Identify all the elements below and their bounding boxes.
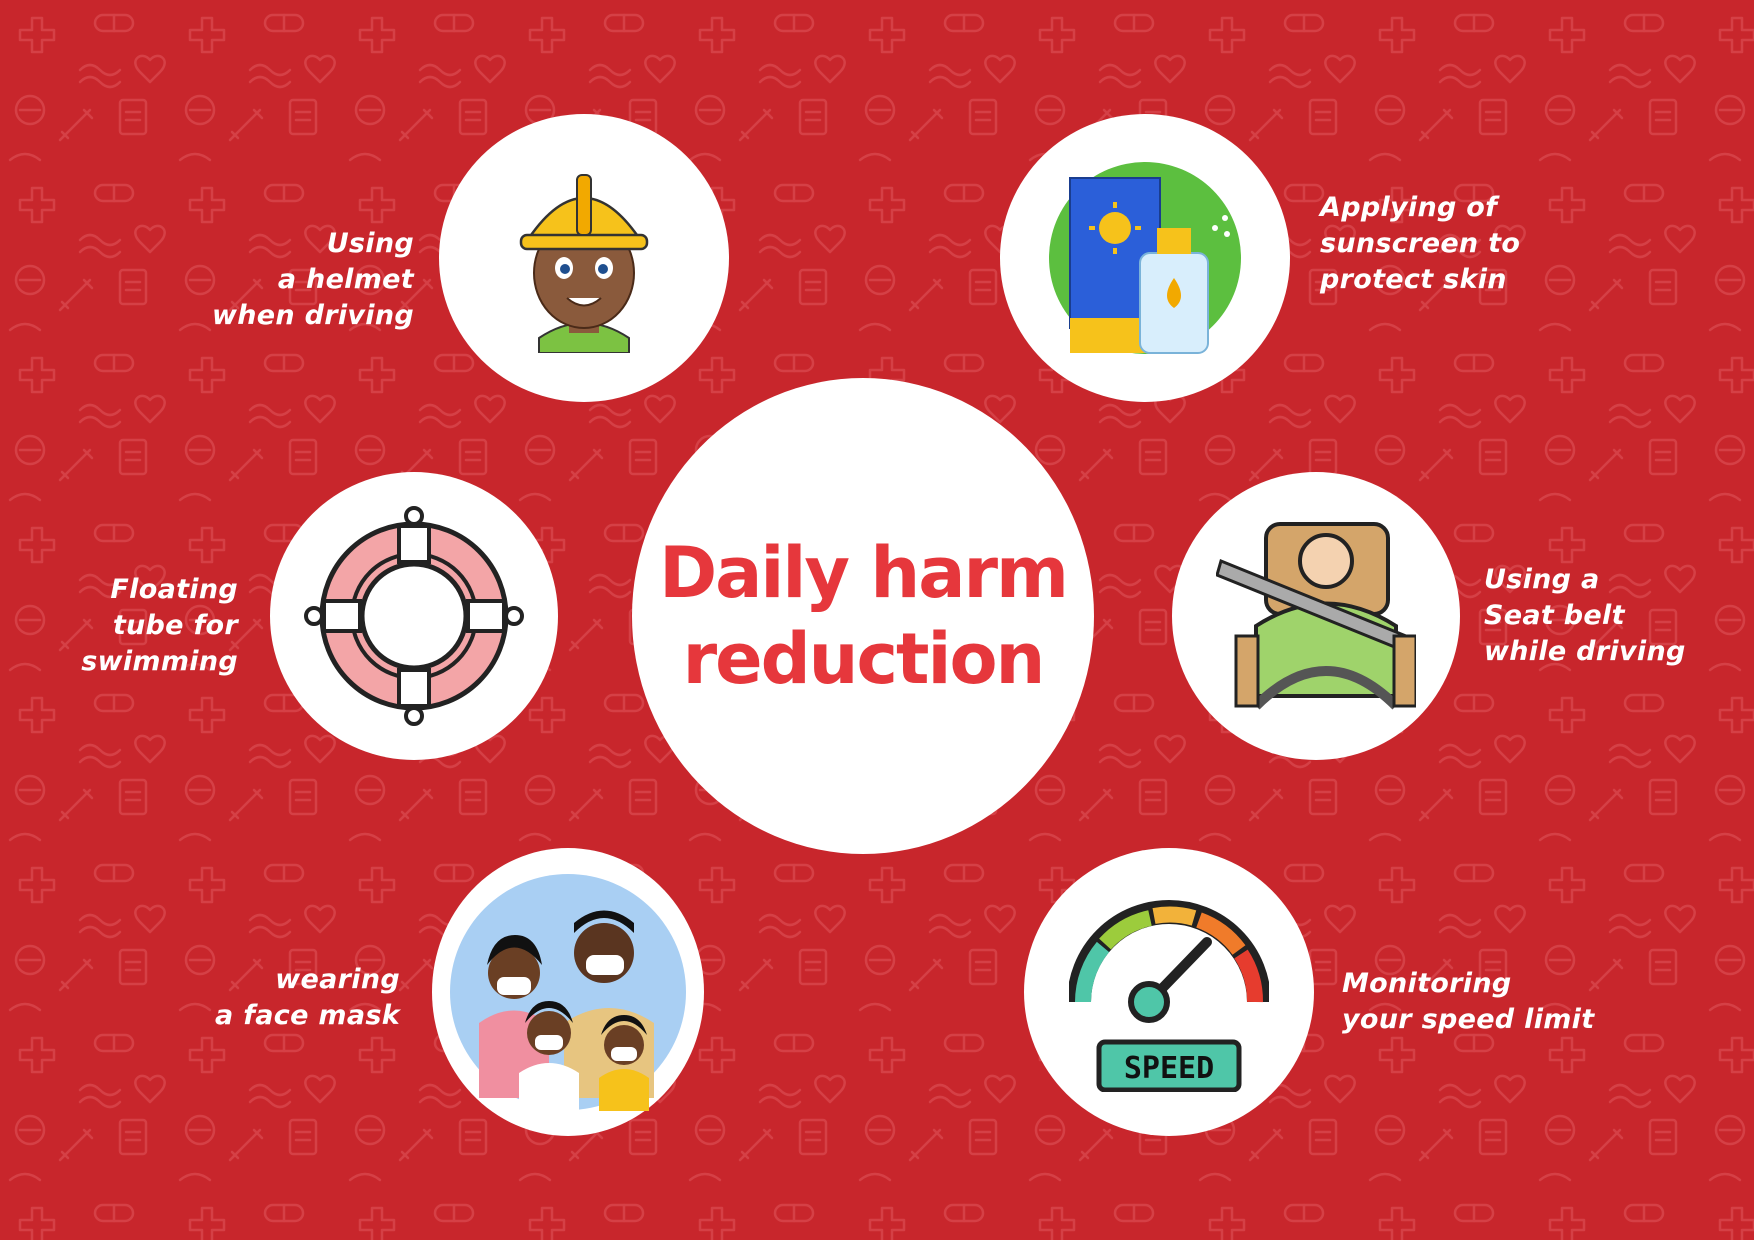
sunscreen-circle [1000, 114, 1290, 402]
speedometer-label-line: Monitoring [1342, 968, 1512, 999]
seat-belt-label-line: Using a [1484, 564, 1600, 595]
seat-belt-circle [1172, 472, 1460, 760]
lifebuoy-label-line: tube for [112, 610, 238, 641]
helmet-label-line: Using [326, 228, 414, 259]
sunscreen-label-line: Applying of [1320, 192, 1498, 223]
face-mask-circle [432, 848, 704, 1136]
sunscreen-icon [1049, 162, 1241, 354]
lifebuoy-label-line: swimming [81, 646, 238, 677]
helmet-worker-icon [519, 174, 649, 353]
helmet-label-line: a helmet [277, 264, 414, 295]
lifebuoy-icon [304, 506, 524, 726]
speedometer-circle: SPEED [1024, 848, 1314, 1136]
helmet-label-line: when driving [212, 300, 414, 331]
seat-belt-label: Using a Seat belt while driving [1484, 562, 1724, 670]
seat-belt-label-line: while driving [1484, 636, 1686, 667]
lifebuoy-label-line: Floating [110, 574, 238, 605]
seat-belt-label-line: Seat belt [1484, 600, 1625, 631]
title-line-1: Daily harm [659, 532, 1069, 614]
helmet-label: Using a helmet when driving [170, 226, 414, 334]
speedometer-label: Monitoring your speed limit [1342, 966, 1642, 1038]
sunscreen-label: Applying of sunscreen to protect skin [1320, 190, 1580, 298]
sunscreen-label-line: protect skin [1320, 264, 1507, 295]
sunscreen-label-line: sunscreen to [1320, 228, 1521, 259]
center-title-circle: Daily harm reduction [632, 378, 1094, 854]
face-mask-label-line: wearing [275, 964, 400, 995]
title-line-2: reduction [682, 618, 1046, 700]
seat-belt-icon [1216, 522, 1416, 710]
speedometer-label-line: your speed limit [1342, 1004, 1595, 1035]
speedometer-icon: SPEED [1069, 900, 1269, 1092]
face-mask-family-icon [450, 874, 686, 1111]
helmet-circle [439, 114, 729, 402]
face-mask-label-line: a face mask [215, 1000, 400, 1031]
lifebuoy-label: Floating tube for swimming [40, 572, 238, 680]
speed-badge-text: SPEED [1124, 1051, 1214, 1086]
face-mask-label: wearing a face mask [170, 962, 400, 1034]
lifebuoy-circle [270, 472, 558, 760]
